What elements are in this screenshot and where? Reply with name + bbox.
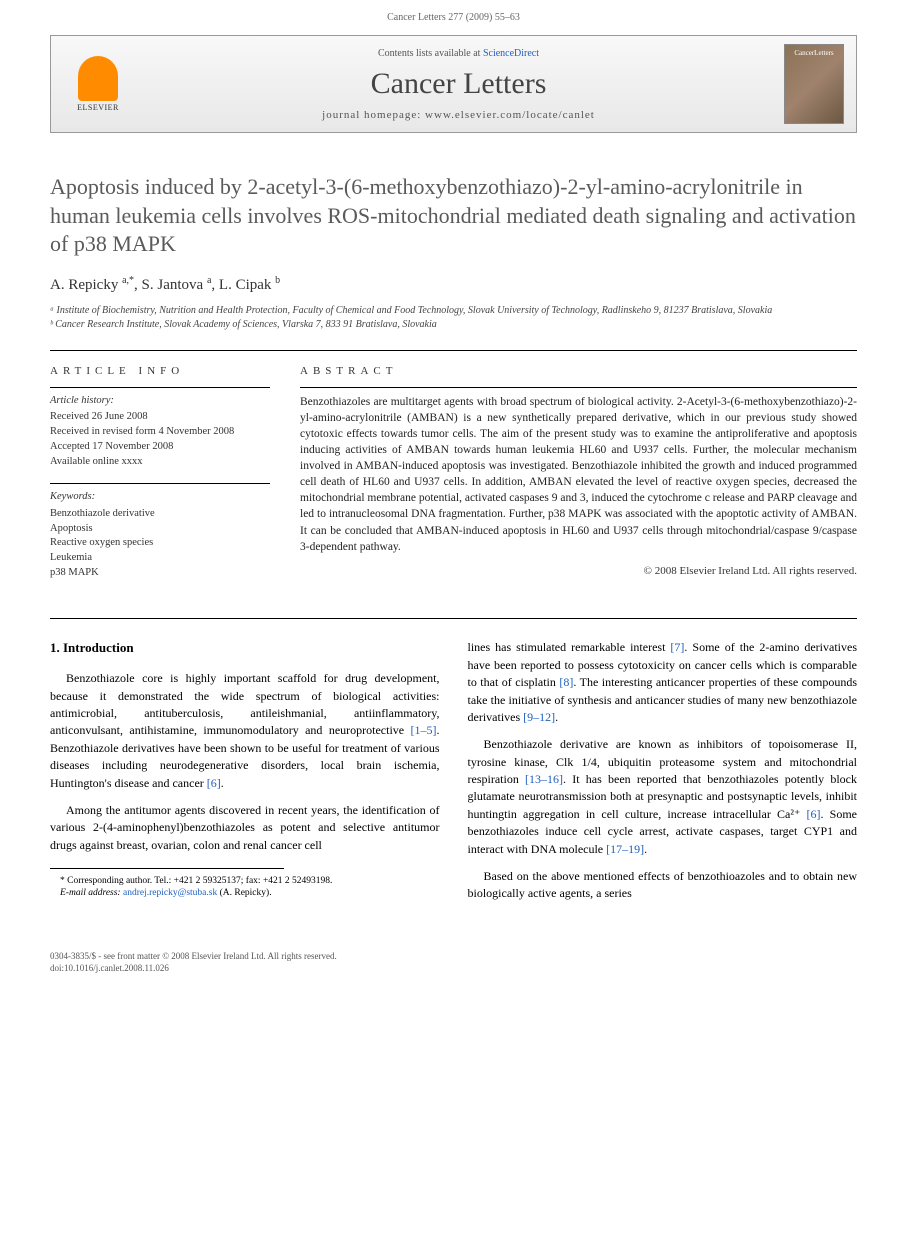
- contents-available-line: Contents lists available at ScienceDirec…: [133, 48, 784, 59]
- ref-link[interactable]: [8]: [559, 675, 573, 689]
- footnote-separator: [50, 868, 284, 869]
- journal-homepage: journal homepage: www.elsevier.com/locat…: [133, 109, 784, 121]
- journal-masthead: ELSEVIER Contents lists available at Sci…: [50, 35, 857, 133]
- intro-para-5: Based on the above mentioned effects of …: [468, 868, 858, 903]
- ref-link[interactable]: [7]: [670, 640, 684, 654]
- keyword: p38 MAPK: [50, 566, 270, 581]
- left-column: 1. Introduction Benzothiazole core is hi…: [50, 639, 440, 912]
- journal-cover-thumbnail: CancerLetters: [784, 44, 844, 124]
- contents-prefix: Contents lists available at: [378, 48, 483, 59]
- ref-link[interactable]: [13–16]: [525, 772, 563, 786]
- body-columns: 1. Introduction Benzothiazole core is hi…: [50, 639, 857, 912]
- keywords-block: Keywords: Benzothiazole derivative Apopt…: [50, 483, 270, 580]
- running-header: Cancer Letters 277 (2009) 55–63: [0, 0, 907, 31]
- abstract-column: ABSTRACT Benzothiazoles are multitarget …: [300, 365, 857, 595]
- intro-heading: 1. Introduction: [50, 639, 440, 658]
- publisher-name: ELSEVIER: [77, 103, 119, 112]
- publisher-logo: ELSEVIER: [63, 49, 133, 119]
- affiliation-a: ᵃ Institute of Biochemistry, Nutrition a…: [50, 304, 857, 318]
- sciencedirect-link[interactable]: ScienceDirect: [483, 48, 539, 59]
- ref-link[interactable]: [17–19]: [606, 842, 644, 856]
- history-revised: Received in revised form 4 November 2008: [50, 425, 270, 440]
- section-divider: [50, 618, 857, 619]
- ref-link[interactable]: [6]: [806, 807, 820, 821]
- article-history-block: Article history: Received 26 June 2008 R…: [50, 387, 270, 469]
- journal-title: Cancer Letters: [133, 67, 784, 101]
- affiliations: ᵃ Institute of Biochemistry, Nutrition a…: [50, 304, 857, 332]
- abstract-copyright: © 2008 Elsevier Ireland Ltd. All rights …: [300, 565, 857, 577]
- abstract-text: Benzothiazoles are multitarget agents wi…: [300, 387, 857, 555]
- authors-line: A. Repicky a,*, S. Jantova a, L. Cipak b: [50, 275, 857, 294]
- article-title: Apoptosis induced by 2-acetyl-3-(6-metho…: [50, 173, 857, 259]
- footer-copyright: 0304-3835/$ - see front matter © 2008 El…: [50, 951, 857, 963]
- corresponding-author-footnote: * Corresponding author. Tel.: +421 2 593…: [50, 875, 440, 900]
- keyword: Leukemia: [50, 551, 270, 566]
- right-column: lines has stimulated remarkable interest…: [468, 639, 858, 912]
- article-info-column: ARTICLE INFO Article history: Received 2…: [50, 365, 270, 595]
- cover-label: CancerLetters: [785, 49, 843, 57]
- intro-para-4: Benzothiazole derivative are known as in…: [468, 736, 858, 858]
- ref-link[interactable]: [9–12]: [523, 710, 555, 724]
- history-title: Article history:: [50, 394, 270, 409]
- keyword: Reactive oxygen species: [50, 536, 270, 551]
- article-body: Apoptosis induced by 2-acetyl-3-(6-metho…: [0, 153, 907, 943]
- article-info-heading: ARTICLE INFO: [50, 365, 270, 377]
- history-online: Available online xxxx: [50, 455, 270, 470]
- history-accepted: Accepted 17 November 2008: [50, 440, 270, 455]
- intro-para-3: lines has stimulated remarkable interest…: [468, 639, 858, 726]
- masthead-center: Contents lists available at ScienceDirec…: [133, 48, 784, 121]
- keywords-title: Keywords:: [50, 490, 270, 505]
- keyword: Benzothiazole derivative: [50, 507, 270, 522]
- ref-link[interactable]: [1–5]: [411, 723, 437, 737]
- history-received: Received 26 June 2008: [50, 410, 270, 425]
- intro-para-2: Among the antitumor agents discovered in…: [50, 802, 440, 854]
- elsevier-tree-icon: [78, 56, 118, 101]
- email-link[interactable]: andrej.repicky@stuba.sk: [123, 888, 217, 898]
- footnote-email-line: E-mail address: andrej.repicky@stuba.sk …: [50, 887, 440, 899]
- abstract-heading: ABSTRACT: [300, 365, 857, 377]
- page-footer: 0304-3835/$ - see front matter © 2008 El…: [0, 943, 907, 994]
- footer-doi: doi:10.1016/j.canlet.2008.11.026: [50, 963, 857, 975]
- info-abstract-row: ARTICLE INFO Article history: Received 2…: [50, 350, 857, 595]
- footnote-contact: * Corresponding author. Tel.: +421 2 593…: [50, 875, 440, 887]
- intro-para-1: Benzothiazole core is highly important s…: [50, 670, 440, 792]
- ref-link[interactable]: [6]: [207, 776, 221, 790]
- keyword: Apoptosis: [50, 522, 270, 537]
- affiliation-b: ᵇ Cancer Research Institute, Slovak Acad…: [50, 318, 857, 332]
